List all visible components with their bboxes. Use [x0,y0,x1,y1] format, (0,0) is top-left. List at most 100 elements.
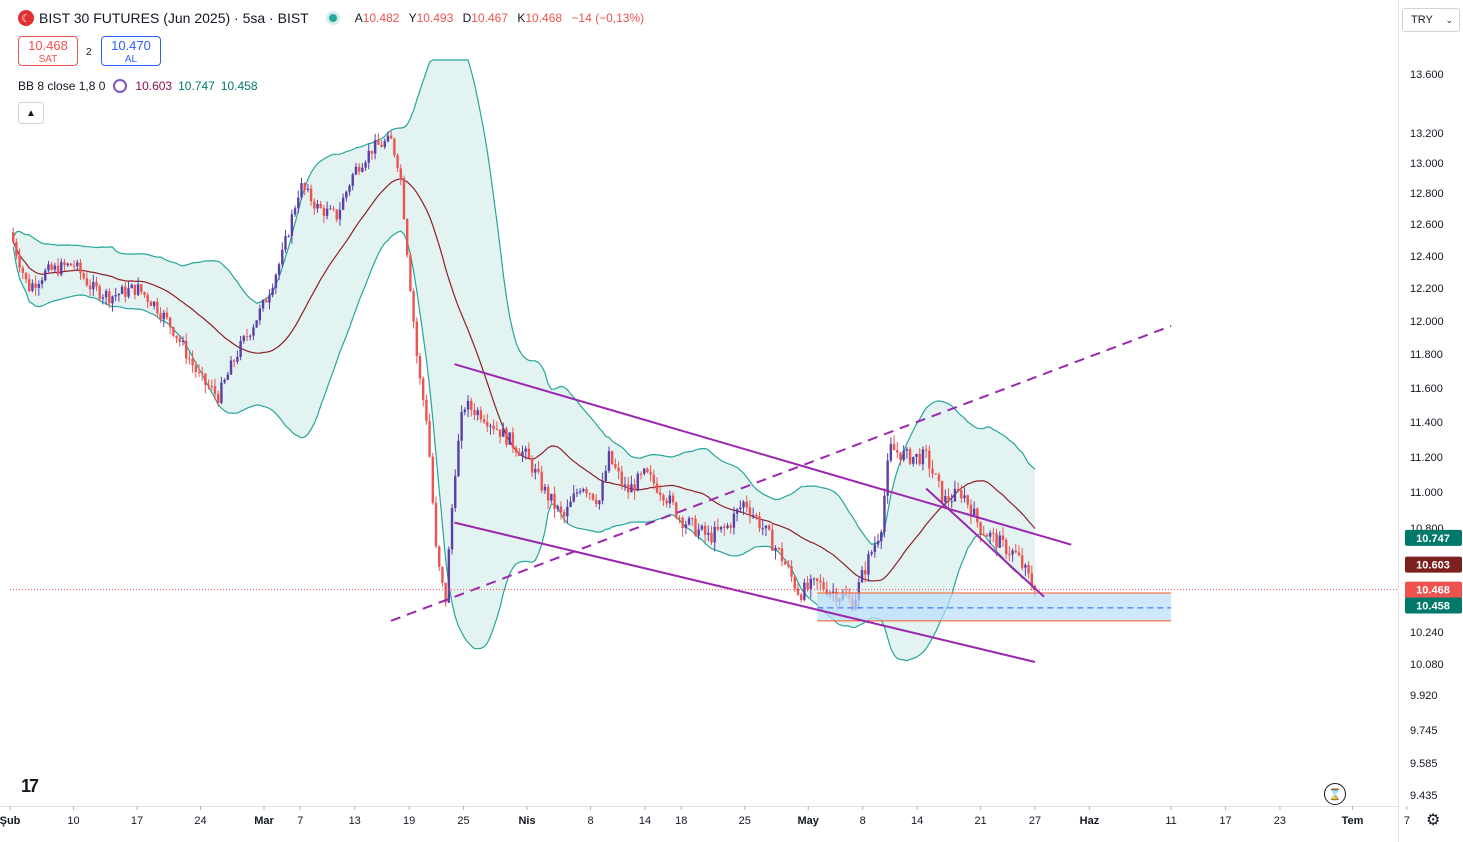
candle-body [415,321,418,356]
candle-body [578,491,582,493]
x-tick-label: Tem [1342,815,1364,827]
buy-button[interactable]: 10.470 AL [101,36,161,66]
candle-body [140,284,143,293]
symbol-title[interactable]: BIST 30 FUTURES (Jun 2025) · 5sa · BIST [39,10,309,26]
candle-body [755,515,758,517]
candle-body [495,428,499,430]
candle-body [412,291,415,322]
candle-body [995,533,998,548]
candle-body [479,410,483,420]
bb-upper-price-tag [1405,529,1462,546]
candle-body [780,548,784,562]
candle-body [184,340,188,359]
candle-body [694,518,697,536]
candle-body [976,508,979,523]
spread-value: 2 [86,47,92,58]
candle-body [50,264,53,270]
bollinger-band-fill [13,60,1035,661]
candle-body [956,489,960,491]
candle-body [44,270,47,281]
candle-body [40,280,44,285]
candle-body [521,451,524,456]
candle-body [60,262,63,275]
currency-select[interactable]: TRY ⌄ [1402,8,1460,32]
candle-body [892,443,896,451]
candle-body [492,425,495,429]
candle-body [777,547,780,549]
candle-body [210,386,213,388]
candle-body [213,386,217,394]
candle-body [790,566,793,577]
x-tick-label: 7 [297,815,303,827]
candle-body [354,166,358,175]
buy-price: 10.470 [111,38,151,53]
candle-body [149,301,153,307]
candle-body [511,432,515,448]
candle-body [249,335,252,337]
candle-body [329,208,332,210]
candle-body [418,355,422,379]
candle-body [960,490,963,499]
x-tick-label: 27 [1029,815,1041,827]
close-value: 10.468 [525,11,563,25]
chevron-down-icon: ⌄ [1445,14,1453,25]
candle-body [441,566,444,583]
candle-body [287,235,290,237]
candle-body [72,265,76,267]
candle-body [799,594,803,600]
candle-body [277,264,281,275]
candle-body [569,501,572,507]
candle-body [12,232,15,243]
candle-body [940,480,944,502]
candle-body [21,267,25,273]
candle-body [617,467,620,472]
candle-body [265,300,268,303]
candle-body [530,457,534,473]
candle-body [402,177,406,220]
candle-body [912,456,915,464]
candle-body [53,265,57,270]
candle-body [168,317,172,328]
candle-body [665,500,668,504]
candle-body [351,174,354,186]
candle-body [165,312,169,318]
ohlc-readout: A10.482 Y10.493 D10.467 K10.468 −14 (−0,… [354,11,645,25]
chevron-up-icon[interactable]: ▲ [18,102,44,124]
candle-body [729,525,732,528]
candle-body [585,489,588,494]
candle-body [293,208,297,215]
buy-label: AL [124,54,138,65]
bb-lower-value: 10.458 [220,79,258,93]
candle-body [822,582,825,590]
candle-body [505,428,508,445]
x-tick-label: 14 [911,815,923,827]
candle-body [684,524,688,528]
candle-body [386,135,390,142]
candle-body [950,501,953,503]
hourglass-icon[interactable]: ⌛ [1324,783,1346,805]
candle-body [284,236,287,250]
y-tick-label: 11.800 [1410,349,1443,361]
candle-body [655,483,659,493]
sell-price: 10.468 [28,38,68,53]
candle-body [281,249,284,265]
gear-icon[interactable]: ⚙ [1426,812,1441,829]
y-tick-label: 12.600 [1410,219,1444,231]
indicator-circle-icon[interactable] [113,79,128,93]
y-tick-label: 12.000 [1410,316,1444,328]
bollinger-legend[interactable]: BB 8 close 1,8 0 10.603 10.747 10.458 [18,79,258,93]
candle-body [1008,554,1011,556]
candle-body [1011,550,1014,555]
y-tick-label: 9.920 [1410,690,1438,702]
x-tick-label: 25 [739,815,751,827]
candle-body [972,508,976,517]
candle-body [594,499,598,505]
candle-body [751,515,755,517]
tradingview-logo-icon[interactable]: 17 [21,776,39,796]
candle-body [245,336,249,338]
candle-body [111,296,114,304]
sell-button[interactable]: 10.468 SAT [18,36,78,66]
candle-body [85,278,89,286]
bollinger-upper-line [12,59,1036,545]
